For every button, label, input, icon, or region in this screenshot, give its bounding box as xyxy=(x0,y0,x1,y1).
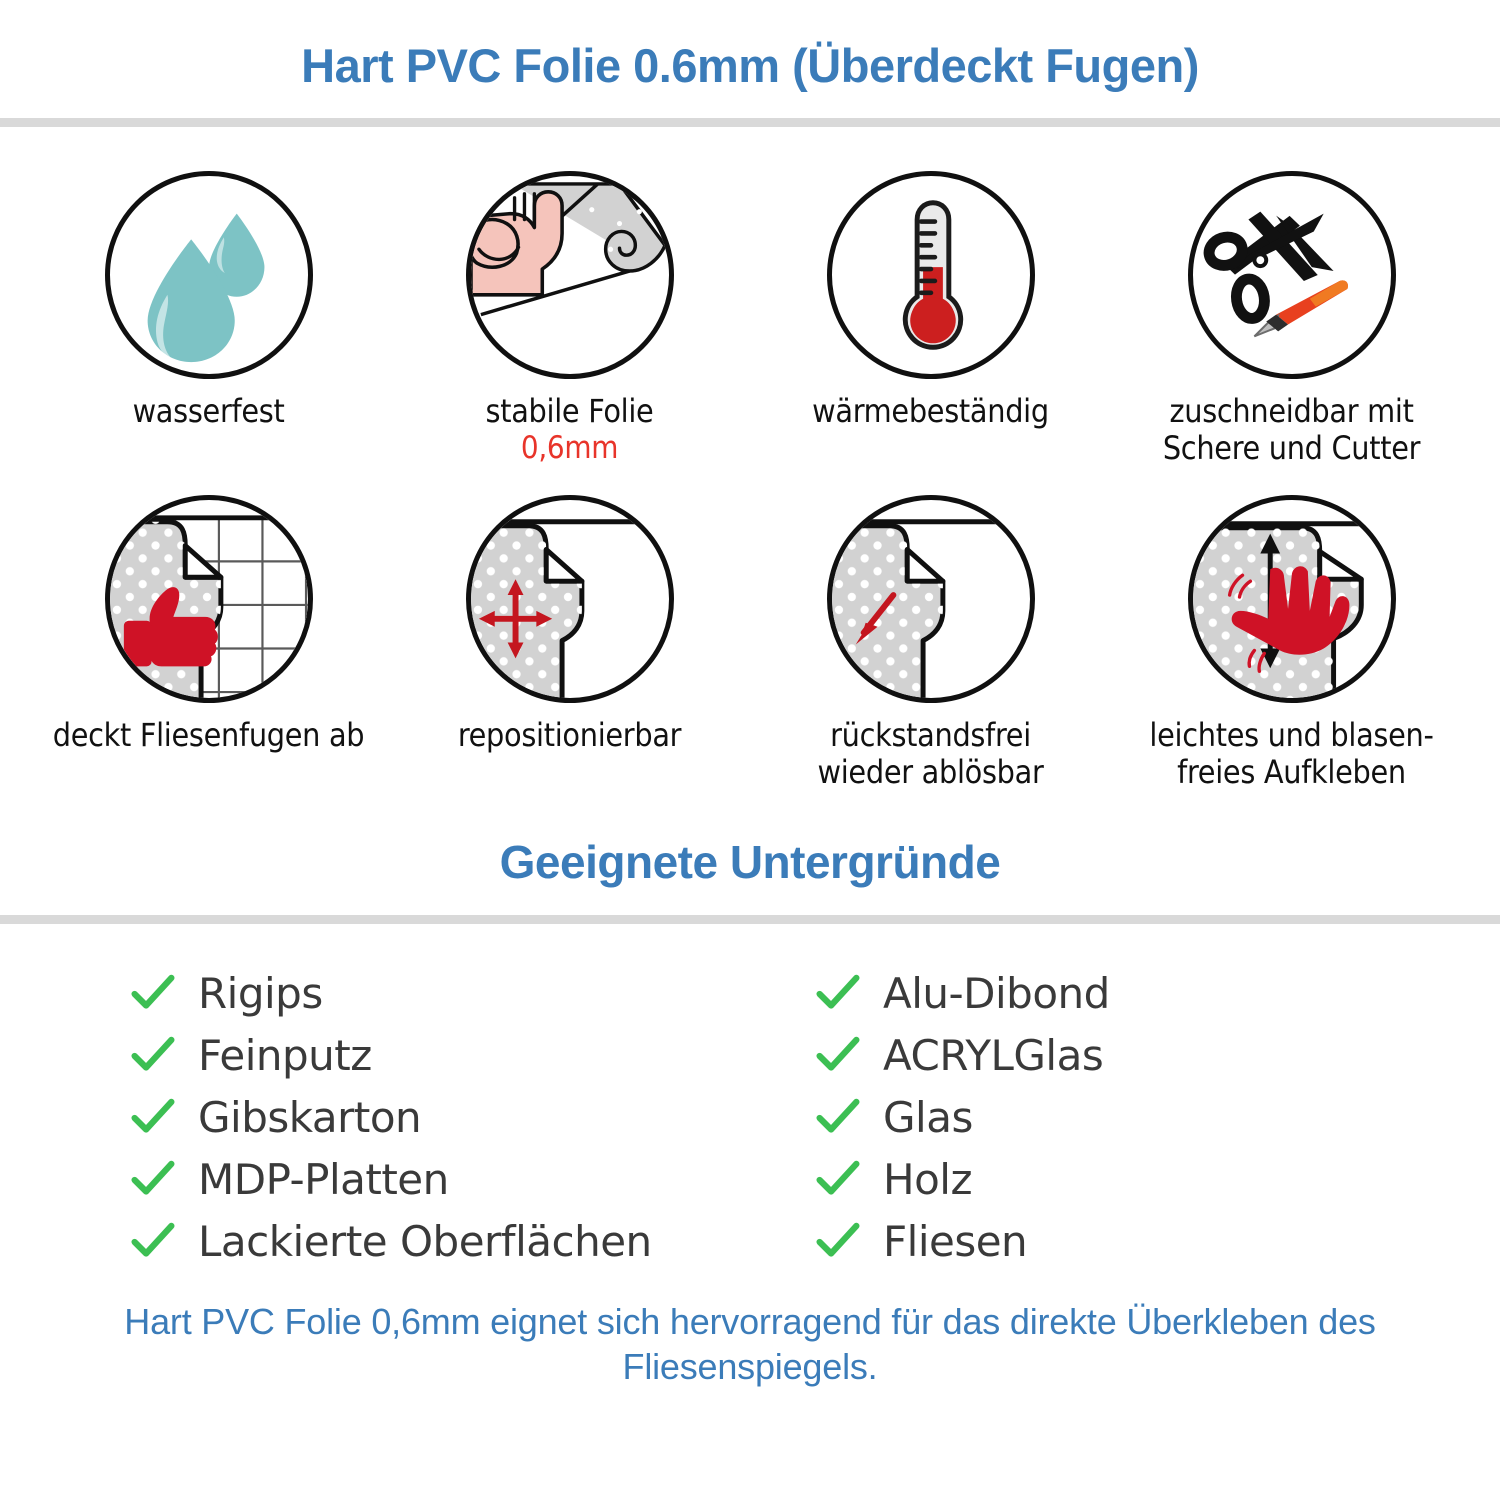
list-item: Holz xyxy=(815,1154,1500,1206)
check-icon xyxy=(131,1160,175,1195)
feature-rueckstandsfrei: rückstandsfrei wieder ablösbar xyxy=(750,467,1111,791)
list-item-label: Glas xyxy=(883,1093,973,1143)
flexing-arm-icon xyxy=(465,170,674,379)
divider-middle xyxy=(0,915,1500,925)
list-item: MDP-Platten xyxy=(130,1154,815,1206)
thumbs-up-film-icon xyxy=(104,494,313,703)
feature-grid-row-1: wasserfest xyxy=(0,127,1500,467)
list-item: Gibskarton xyxy=(130,1092,815,1144)
check-icon xyxy=(131,1098,175,1133)
check-icon xyxy=(816,1160,860,1195)
scissors-cutter-icon xyxy=(1187,170,1396,379)
section-subtitle: Geeignete Untergründe xyxy=(499,836,1001,889)
list-item: Rigips xyxy=(130,968,815,1020)
feature-label: zuschneidbar mit Schere und Cutter xyxy=(1162,391,1421,467)
check-icon xyxy=(816,974,860,1009)
feature-repositionierbar: repositionierbar xyxy=(389,467,750,791)
feature-label: wärmebeständig xyxy=(812,391,1049,430)
feature-fliesenfugen: deckt Fliesenfugen ab xyxy=(28,467,389,791)
thermometer-icon xyxy=(826,170,1035,379)
list-item-label: Fliesen xyxy=(883,1217,1028,1267)
list-item: Alu-Dibond xyxy=(815,968,1500,1020)
checklist-right: Alu-Dibond ACRYLGlas Glas Holz Fliesen xyxy=(815,968,1500,1278)
check-icon xyxy=(816,1098,860,1133)
feature-label: rückstandsfrei wieder ablösbar xyxy=(817,715,1044,792)
check-icon xyxy=(131,1222,175,1257)
list-item-label: ACRYLGlas xyxy=(883,1031,1104,1081)
feature-waermebestaendig: wärmebeständig xyxy=(750,127,1111,467)
check-icon xyxy=(816,1222,860,1257)
feature-wasserfest: wasserfest xyxy=(28,127,389,467)
check-icon xyxy=(816,1036,860,1071)
water-drops-icon xyxy=(104,170,313,379)
feature-label: deckt Fliesenfugen ab xyxy=(52,715,365,754)
feature-zuschneidbar: zuschneidbar mit Schere und Cutter xyxy=(1111,127,1472,467)
list-item: Feinputz xyxy=(130,1030,815,1082)
list-item-label: Rigips xyxy=(198,969,323,1019)
list-item: Lackierte Oberflächen xyxy=(130,1216,815,1268)
list-item-label: MDP-Platten xyxy=(198,1155,449,1205)
list-item: Fliesen xyxy=(815,1216,1500,1268)
move-arrows-film-icon xyxy=(465,494,674,703)
list-item-label: Holz xyxy=(883,1155,973,1205)
page-title: Hart PVC Folie 0.6mm (Überdeckt Fugen) xyxy=(301,39,1199,92)
feature-label: repositionierbar xyxy=(457,715,682,754)
feature-label: stabile Folie 0,6mm xyxy=(485,391,654,466)
divider-top xyxy=(0,117,1500,127)
list-item: ACRYLGlas xyxy=(815,1030,1500,1082)
feature-label: leichtes und blasen-freies Aufkleben xyxy=(1149,715,1434,792)
hand-smoothing-icon xyxy=(1187,494,1396,703)
footer-note: Hart PVC Folie 0,6mm eignet sich hervorr… xyxy=(124,1301,1376,1387)
list-item-label: Gibskarton xyxy=(198,1093,422,1143)
list-item: Glas xyxy=(815,1092,1500,1144)
list-item-label: Alu-Dibond xyxy=(883,969,1110,1019)
list-item-label: Lackierte Oberflächen xyxy=(198,1217,652,1267)
feature-sublabel: 0,6mm xyxy=(520,429,619,466)
feature-grid-row-2: deckt Fliesenfugen ab xyxy=(0,467,1500,791)
substrate-checklists: Rigips Feinputz Gibskarton MDP-Platten L… xyxy=(0,924,1500,1278)
peel-arrow-film-icon xyxy=(826,494,1035,703)
feature-aufkleben: leichtes und blasen-freies Aufkleben xyxy=(1111,467,1472,791)
feature-stabile-folie: stabile Folie 0,6mm xyxy=(389,127,750,467)
checklist-left: Rigips Feinputz Gibskarton MDP-Platten L… xyxy=(130,968,815,1278)
list-item-label: Feinputz xyxy=(198,1031,372,1081)
feature-label: wasserfest xyxy=(132,391,285,430)
check-icon xyxy=(131,974,175,1009)
check-icon xyxy=(131,1036,175,1071)
